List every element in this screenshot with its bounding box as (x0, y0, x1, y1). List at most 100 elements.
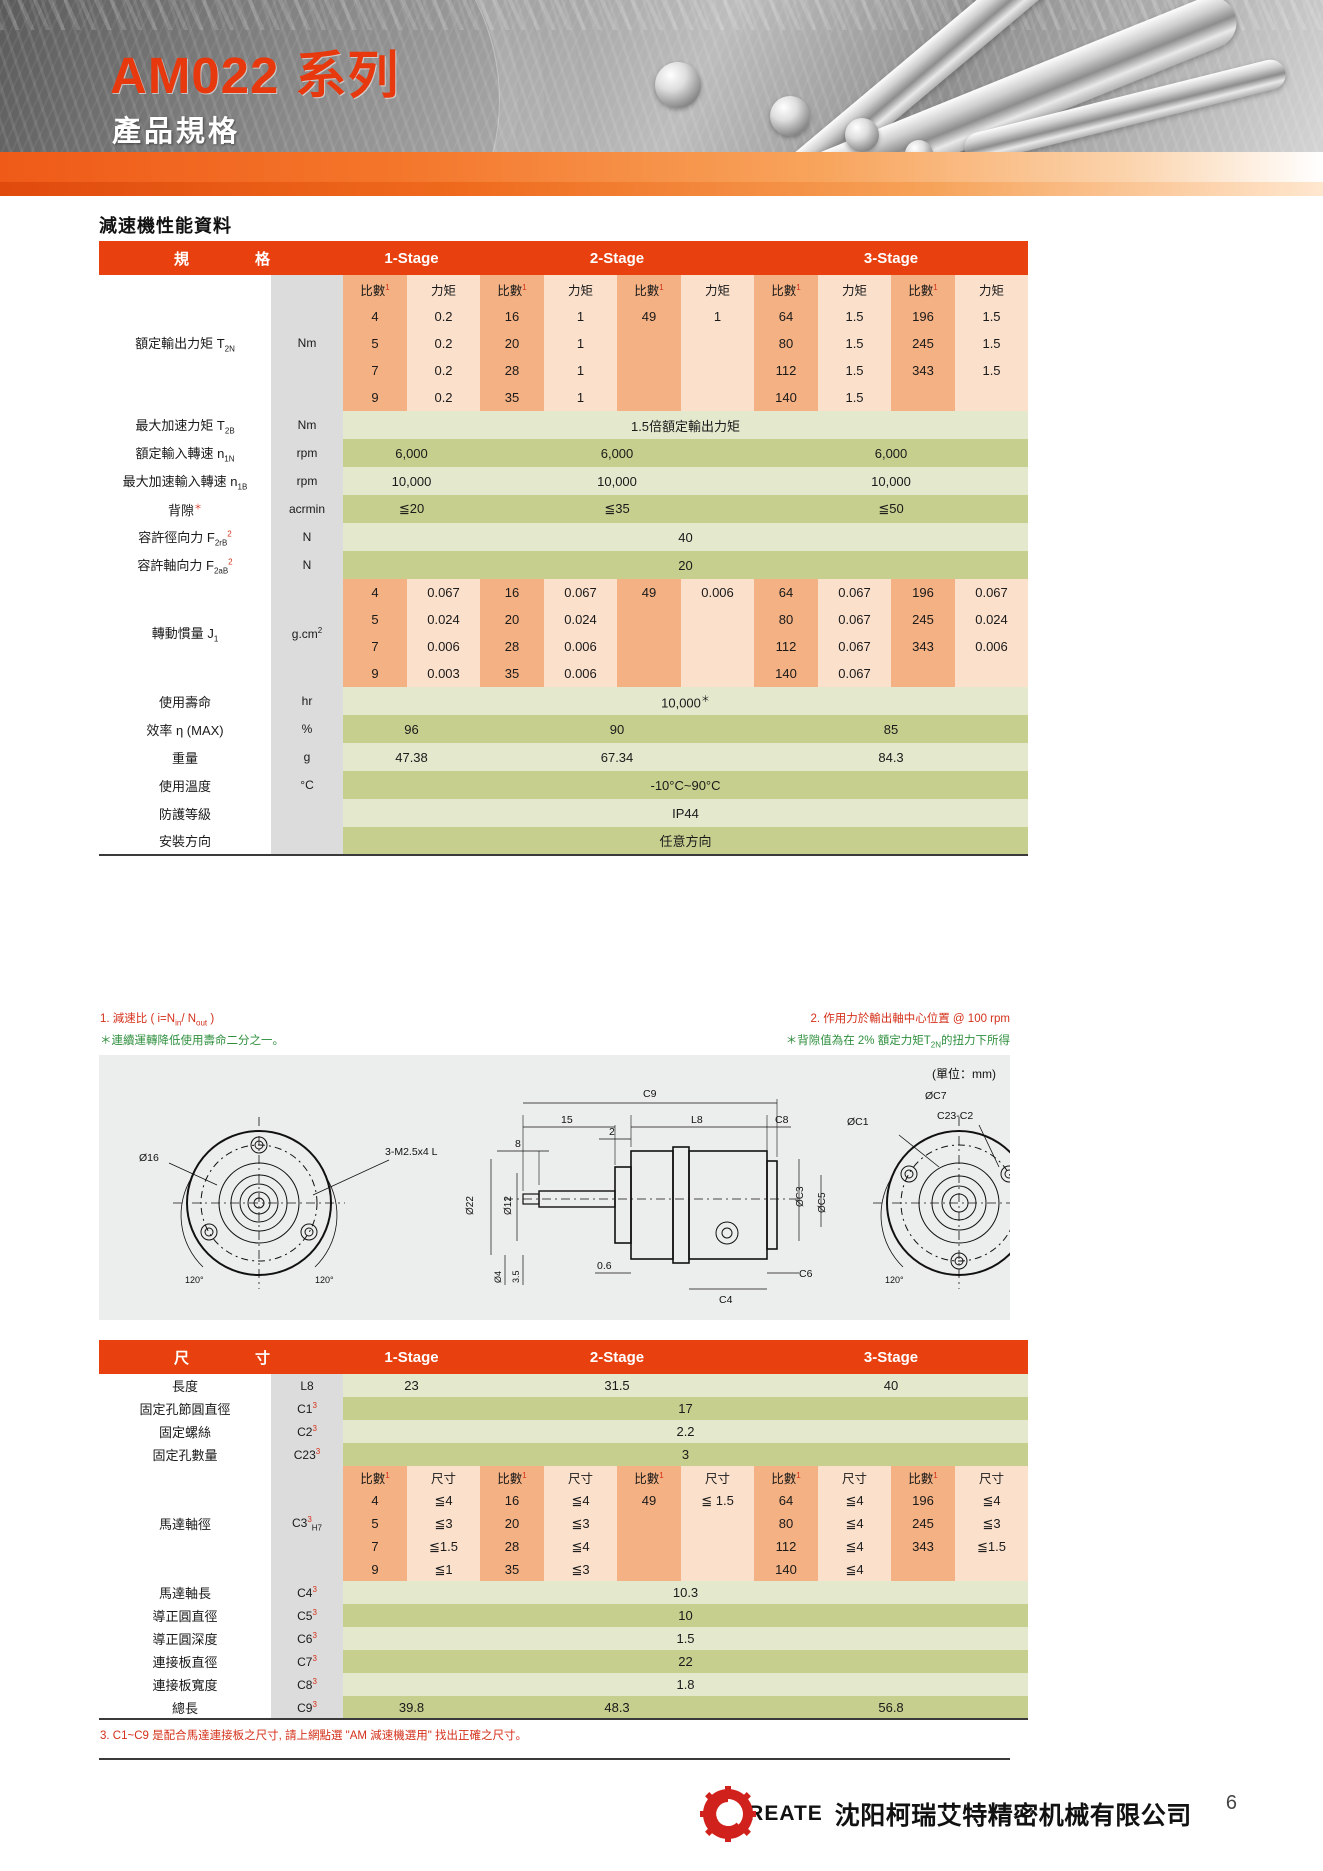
company-logo-block: CREATE 沈阳柯瑞艾特精密机械有限公司 (700, 1786, 1192, 1842)
row-label-efficiency: 效率 η (MAX) (99, 715, 271, 743)
cell-torque (681, 330, 755, 357)
cell-ratio: 28 (480, 633, 545, 660)
cell-ratio: 9 (343, 1558, 408, 1581)
cell-size: ≦1 (407, 1558, 481, 1581)
cell-ratio: 64 (754, 1489, 819, 1512)
unit-efficiency: % (271, 715, 344, 743)
cell-ratio: 196 (891, 579, 956, 606)
banner-gradient-bar-2 (0, 182, 1323, 196)
table-row: 7 ≦1.5 28 ≦4 112 ≦4 343 ≦1.5 (99, 1535, 1029, 1558)
cell-ratio: 49 (617, 303, 682, 330)
value-plate-width: 1.8 (343, 1673, 1029, 1696)
code-pilot-dia: C53 (271, 1604, 344, 1627)
stage-header-2: 2-Stage (480, 241, 755, 275)
footnote-1: 1. 減速比 ( i=Nin/ Nout ) (100, 1013, 215, 1028)
cell-ratio: 7 (343, 633, 408, 660)
dimension-footnote: 3. C1~C9 是配合馬達連接板之尺寸, 請上網點選 "AM 減速機選用" 找… (100, 1730, 527, 1742)
value-weight-2: 67.34 (480, 743, 755, 771)
label-8: 8 (515, 1138, 521, 1150)
value-max-input-speed-1: 10,000 (343, 467, 481, 495)
table-row-motor-shaft-len: 馬達軸長 C43 10.3 (99, 1581, 1029, 1604)
cell-inertia (681, 606, 755, 633)
cell-inertia: 0.024 (544, 606, 618, 633)
unit-rated-input-speed: rpm (271, 439, 344, 467)
row-label-plate-width: 連接板寬度 (99, 1673, 271, 1696)
cell-ratio: 343 (891, 1535, 956, 1558)
value-motor-shaft-len: 10.3 (343, 1581, 1029, 1604)
table-row-plate-dia: 連接板直徑 C73 22 (99, 1650, 1029, 1673)
table-row-total-length: 總長 C93 39.8 48.3 56.8 (99, 1696, 1029, 1720)
label-L8: L8 (691, 1114, 703, 1126)
label-15: 15 (561, 1114, 573, 1126)
row-label-plate-dia: 連接板直徑 (99, 1650, 271, 1673)
cell-torque: 0.2 (407, 330, 481, 357)
performance-table: 規 格 1-Stage 2-Stage 3-Stage 額定輸出力矩 T2N N… (99, 241, 1029, 856)
row-label-temperature: 使用溫度 (99, 771, 271, 799)
cell-ratio (617, 357, 682, 384)
code-length: L8 (271, 1374, 344, 1397)
cell-ratio: 5 (343, 330, 408, 357)
value-weight-1: 47.38 (343, 743, 481, 771)
code-bolt-circle: C13 (271, 1397, 344, 1420)
code-total-length: C93 (271, 1696, 344, 1720)
value-temperature: -10°C~90°C (343, 771, 1029, 799)
banner-gradient-bar (0, 152, 1323, 182)
cell-ratio: 7 (343, 1535, 408, 1558)
table-row: 5 ≦3 20 ≦3 80 ≦4 245 ≦3 (99, 1512, 1029, 1535)
cell-ratio: 140 (754, 660, 819, 687)
row-label-life: 使用壽命 (99, 687, 271, 715)
cell-torque (681, 357, 755, 384)
cell-inertia: 0.067 (407, 579, 481, 606)
cell-ratio: 20 (480, 606, 545, 633)
subheader-torque-2a: 力矩 (544, 275, 618, 303)
performance-section-title: 減速機性能資料 (99, 216, 232, 236)
value-length-1: 23 (343, 1374, 481, 1397)
cell-size: ≦3 (955, 1512, 1029, 1535)
table-row-max-input-speed: 最大加速輸入轉速 n1B rpm 10,000 10,000 10,000 (99, 467, 1029, 495)
label-C9: C9 (643, 1088, 657, 1100)
table-row-hole-count: 固定孔數量 C233 3 (99, 1443, 1029, 1466)
cell-inertia: 0.006 (544, 660, 618, 687)
cell-size: ≦1.5 (407, 1535, 481, 1558)
row-label-fixing-screw: 固定螺絲 (99, 1420, 271, 1443)
unit-radial-force: N (271, 523, 344, 551)
subheader-torque-1: 力矩 (407, 275, 481, 303)
code-motor-shaft-dia: C33H7 (271, 1466, 344, 1581)
drawing-svg: Ø16 3-M2.5x4 L 120° 120° Ø22 Ø12 Ø4 3.5 … (139, 1088, 1010, 1306)
table-row-efficiency: 效率 η (MAX) % 96 90 85 (99, 715, 1029, 743)
cell-size: ≦4 (818, 1558, 892, 1581)
unit-life: hr (271, 687, 344, 715)
cell-torque: 1.5 (818, 330, 892, 357)
value-total-length-3: 56.8 (754, 1696, 1029, 1720)
row-label-length: 長度 (99, 1374, 271, 1397)
unit-max-accel-torque: Nm (271, 411, 344, 439)
value-efficiency-2: 90 (480, 715, 755, 743)
cell-size: ≦4 (544, 1489, 618, 1512)
row-label-text: 額定輸出力矩 T (135, 335, 225, 351)
cell-torque (955, 384, 1029, 411)
cell-ratio: 80 (754, 1512, 819, 1535)
table-row-pilot-depth: 導正圓深度 C63 1.5 (99, 1627, 1029, 1650)
cell-size: ≦4 (407, 1489, 481, 1512)
table-row: 7 0.006 28 0.006 112 0.067 343 0.006 (99, 633, 1029, 660)
cell-inertia (955, 660, 1029, 687)
dim-stage-header-2: 2-Stage (480, 1340, 755, 1374)
label-C23C2: C23-C2 (937, 1110, 973, 1122)
cell-size: ≦4 (955, 1489, 1029, 1512)
cell-torque: 0.2 (407, 384, 481, 411)
subheader-ratio-2a: 比數1 (480, 275, 545, 303)
value-max-input-speed-3: 10,000 (754, 467, 1029, 495)
value-max-accel-torque: 1.5倍額定輸出力矩 (343, 411, 1029, 439)
cell-inertia: 0.067 (544, 579, 618, 606)
table-row: 4 0.2 16 1 49 1 64 1.5 196 1.5 (99, 303, 1029, 330)
label-C6: C6 (799, 1268, 813, 1280)
cell-ratio: 49 (617, 1489, 682, 1512)
cell-torque: 1.5 (955, 330, 1029, 357)
product-subtitle: 產品規格 (112, 116, 241, 148)
value-length-3: 40 (754, 1374, 1029, 1397)
table-row-backlash: 背隙＊ acrmin ≦20 ≦35 ≦50 (99, 495, 1029, 523)
label-C7: ØC7 (925, 1090, 947, 1102)
value-pilot-dia: 10 (343, 1604, 1029, 1627)
label-holes: 3-M2.5x4 L (385, 1146, 438, 1158)
cell-ratio: 64 (754, 303, 819, 330)
